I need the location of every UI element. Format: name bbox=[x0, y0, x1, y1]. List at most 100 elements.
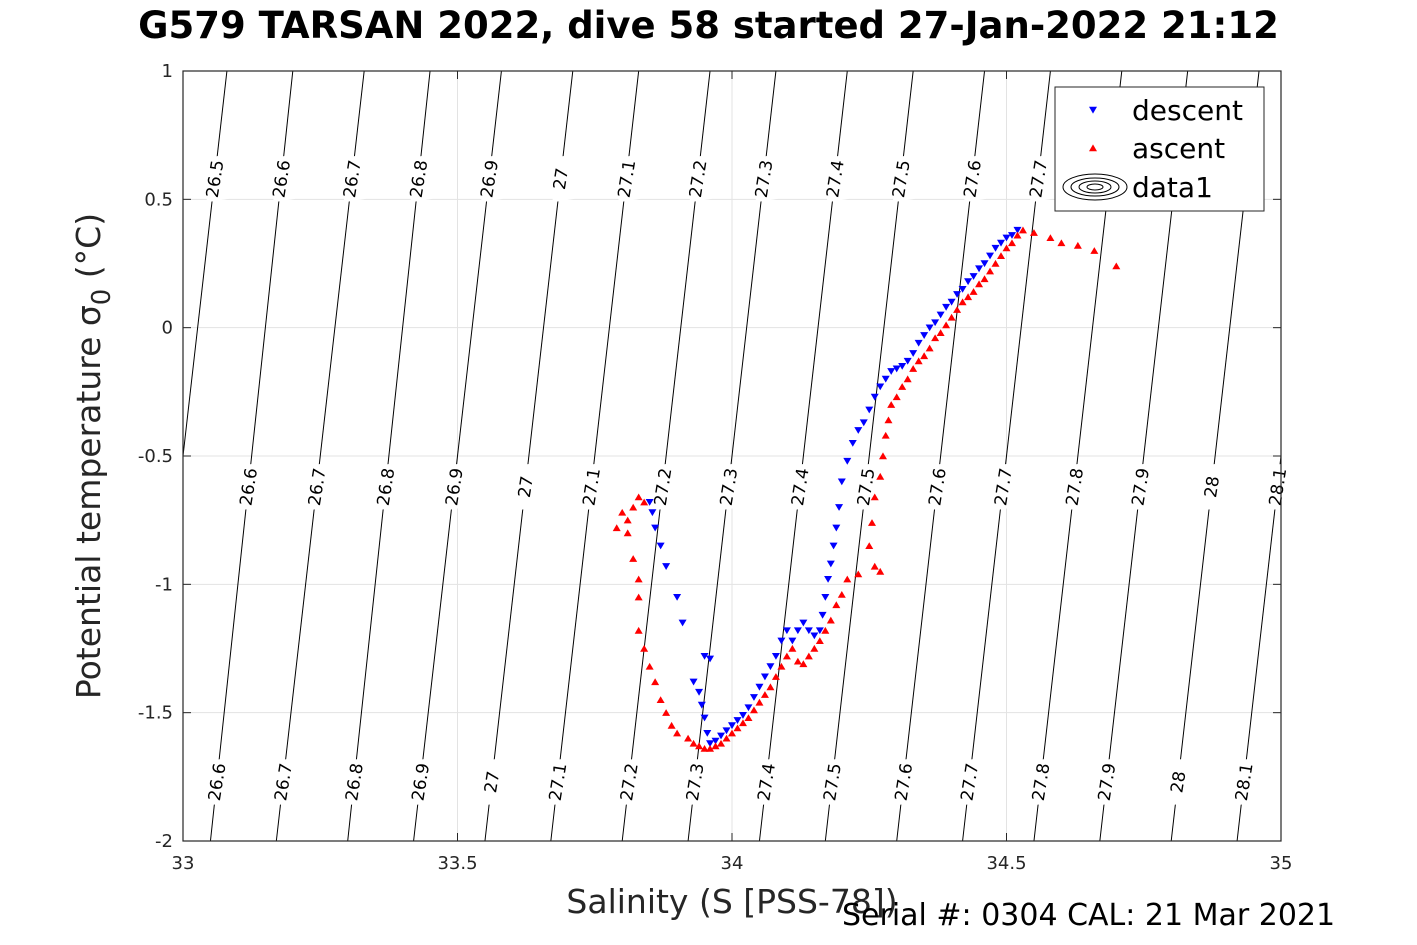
descent-point bbox=[793, 627, 802, 635]
ascent-point bbox=[854, 570, 863, 578]
ascent-point bbox=[964, 293, 973, 301]
descent-point bbox=[651, 524, 660, 532]
descent-point bbox=[818, 611, 827, 619]
descent-point bbox=[958, 285, 967, 293]
descent-point bbox=[703, 730, 712, 737]
ascent-point bbox=[667, 721, 676, 729]
ascent-point bbox=[706, 745, 715, 752]
legend-contour-ring bbox=[1062, 173, 1128, 201]
axis-ticks: 33 33.5 34 34.5 35 -2 -1.5 -1 -0.5 0 0.5 1 bbox=[138, 61, 1293, 874]
descent-point bbox=[656, 542, 665, 550]
legend-label-data1: data1 bbox=[1132, 171, 1213, 204]
ascent-point bbox=[623, 529, 632, 537]
descent-point bbox=[903, 357, 912, 365]
ascent-point bbox=[640, 498, 649, 506]
serial-cal-footer: Serial #: 0304 CAL: 21 Mar 2021 bbox=[842, 898, 1336, 933]
ascent-point bbox=[876, 567, 885, 575]
contour-label-background bbox=[339, 758, 369, 806]
descent-point bbox=[810, 632, 819, 640]
contour-label-background bbox=[751, 758, 781, 806]
descent-point bbox=[859, 419, 868, 427]
descent-point bbox=[697, 701, 706, 709]
x-tick-label: 34.5 bbox=[986, 853, 1026, 874]
descent-point bbox=[733, 717, 742, 724]
y-tick-label: 0 bbox=[162, 318, 173, 339]
descent-point bbox=[1002, 234, 1011, 242]
contour-label-background bbox=[1060, 463, 1089, 511]
ascent-point bbox=[656, 696, 665, 704]
series-ascent bbox=[612, 226, 1121, 752]
contour-label-background bbox=[337, 155, 367, 203]
ascent-point bbox=[711, 742, 720, 750]
contour-label-background bbox=[1163, 758, 1193, 806]
descent-point bbox=[980, 260, 989, 268]
ascent-point bbox=[717, 739, 726, 747]
ascent-point bbox=[782, 652, 791, 660]
contour-label-background bbox=[474, 155, 504, 203]
ascent-point bbox=[744, 714, 753, 721]
descent-point bbox=[920, 332, 929, 339]
descent-point bbox=[936, 311, 945, 319]
ascent-point bbox=[947, 313, 956, 321]
ascent-point bbox=[1112, 262, 1121, 270]
descent-point bbox=[824, 576, 833, 583]
ascent-point bbox=[997, 252, 1006, 259]
ascent-point bbox=[634, 493, 643, 501]
ascent-point bbox=[1090, 247, 1099, 254]
contour-label-background bbox=[439, 463, 469, 511]
descent-point bbox=[986, 252, 995, 260]
ascent-point bbox=[884, 416, 893, 424]
ascent-point bbox=[629, 503, 638, 511]
contour-label-background bbox=[785, 463, 815, 511]
descent-point bbox=[689, 678, 698, 686]
contour-label-background bbox=[576, 463, 606, 511]
descent-point bbox=[648, 509, 657, 517]
descent-point bbox=[854, 427, 863, 434]
isopycnal-line bbox=[1236, 451, 1281, 841]
contour-label-background bbox=[683, 155, 713, 203]
ascent-point bbox=[826, 616, 835, 624]
contour-label-background bbox=[714, 463, 743, 511]
ascent-point bbox=[673, 729, 682, 737]
descent-point bbox=[837, 478, 846, 486]
ascent-point bbox=[695, 742, 704, 750]
y-axis-label: Potential temperature σ0 (°C) bbox=[69, 213, 117, 699]
ascent-point bbox=[980, 275, 989, 283]
ascent-point bbox=[1018, 226, 1027, 234]
contour-label-background bbox=[749, 155, 778, 203]
ascent-point bbox=[722, 734, 731, 742]
descent-point bbox=[832, 524, 841, 532]
contour-label-background bbox=[266, 155, 296, 203]
descent-point bbox=[673, 593, 682, 601]
x-axis-label: Salinity (S [PSS-78]) bbox=[566, 882, 897, 921]
descent-point bbox=[925, 324, 934, 332]
ascent-point bbox=[1073, 241, 1082, 249]
descent-point bbox=[942, 303, 951, 311]
descent-point bbox=[799, 619, 808, 627]
descent-point bbox=[1013, 226, 1022, 234]
contour-label: 27 bbox=[515, 475, 538, 500]
y-tick-label: -1.5 bbox=[138, 703, 173, 724]
legend-contour-ring bbox=[1070, 177, 1120, 197]
descent-point bbox=[865, 406, 874, 414]
ascent-point bbox=[815, 637, 824, 644]
series-descent bbox=[645, 226, 1022, 748]
descent-point bbox=[717, 732, 726, 740]
descent-point bbox=[898, 362, 907, 370]
ascent-point bbox=[640, 644, 649, 652]
ascent-point bbox=[843, 575, 852, 583]
ascent-point bbox=[832, 601, 841, 609]
ascent-point bbox=[1046, 234, 1055, 242]
contour-label-background bbox=[886, 155, 916, 203]
contour-label-background bbox=[922, 463, 952, 511]
ascent-point bbox=[634, 626, 643, 634]
ascent-point bbox=[991, 259, 1000, 267]
ascent-point bbox=[771, 673, 780, 680]
descent-point bbox=[975, 265, 984, 273]
descent-point bbox=[788, 637, 797, 645]
ascent-point bbox=[986, 267, 995, 275]
descent-point bbox=[695, 688, 704, 696]
ascent-point bbox=[760, 691, 769, 698]
contour-label-background bbox=[406, 758, 435, 806]
descent-point bbox=[700, 653, 709, 660]
